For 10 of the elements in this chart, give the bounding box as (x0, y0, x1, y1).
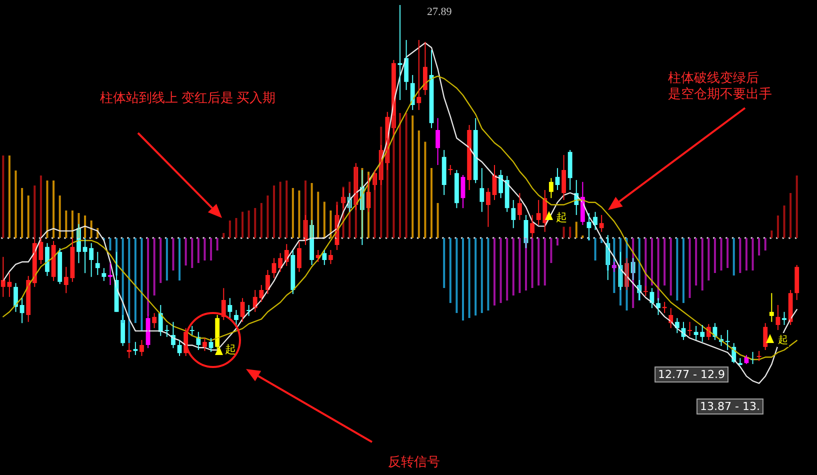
annotation: 起 (556, 212, 567, 224)
annotation: 起 (225, 344, 236, 356)
text: 反转信号 (388, 454, 440, 469)
text: 12.77 - 12.9 (658, 368, 725, 381)
annotation: 27.89 (427, 6, 452, 18)
annotation: 起 (778, 334, 788, 346)
annotation: 柱体站到线上 变红后是 买入期 (100, 90, 276, 105)
text: 13.87 - 13. (700, 400, 760, 413)
annotation: 柱体破线变绿后 (668, 70, 759, 85)
annotation: 是空仓期不要出手 (668, 86, 772, 101)
